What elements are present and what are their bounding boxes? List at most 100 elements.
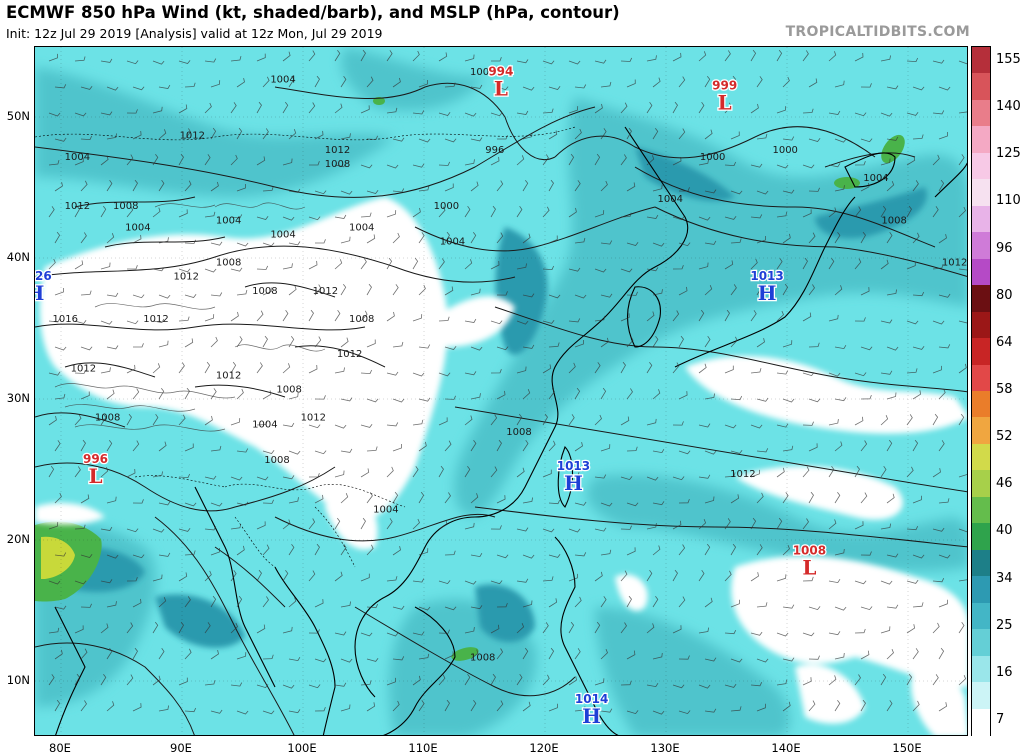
wind-barb [522, 600, 533, 608]
wind-barb [464, 54, 475, 62]
wind-barb [932, 264, 944, 270]
wind-barb [386, 466, 394, 478]
isobar-label: 1012 [337, 349, 362, 360]
wind-barb [340, 190, 353, 195]
wind-barb [230, 523, 242, 530]
wind-barb [444, 440, 452, 452]
wind-barb [158, 552, 171, 557]
wind-barb [672, 476, 685, 481]
wind-barb [314, 494, 324, 504]
wind-barb [152, 318, 165, 323]
wind-barb [74, 320, 87, 324]
colorbar-segment [972, 602, 990, 630]
wind-barb [594, 210, 605, 218]
wind-barb [464, 371, 477, 376]
wind-barb [808, 443, 818, 452]
wind-barb [542, 320, 555, 324]
wind-barb [236, 501, 249, 506]
wind-barb [672, 362, 680, 374]
wind-barb [542, 469, 552, 478]
wind-barb [516, 205, 523, 218]
wind-barb [600, 180, 608, 192]
wind-barb [542, 60, 555, 65]
wind-barb [438, 112, 451, 116]
colorbar-segment [972, 391, 990, 419]
wind-barb [834, 231, 841, 244]
wind-barb [958, 206, 966, 218]
wind-barb [756, 658, 769, 663]
wind-barb [938, 599, 948, 608]
wind-barb [158, 294, 171, 299]
wind-barb [74, 369, 87, 374]
isobar-label: 1012 [942, 258, 967, 269]
wind-barb [958, 579, 967, 582]
colorbar-label: 125 [996, 146, 1021, 162]
isobar-label: 1008 [264, 455, 289, 466]
colorbar-label: 96 [996, 240, 1013, 256]
wind-barb [600, 502, 613, 507]
wind-barb [854, 580, 867, 585]
wind-barb [340, 704, 351, 712]
wind-barb [392, 398, 405, 403]
wind-barb [158, 705, 169, 712]
wind-barb [698, 569, 705, 582]
wind-barb [782, 492, 789, 504]
wind-barb [854, 161, 866, 166]
wind-barb [730, 75, 736, 88]
wind-barb [132, 179, 138, 192]
wind-barb [132, 234, 142, 244]
wind-barb [516, 623, 525, 634]
wind-barb [256, 156, 266, 166]
wind-barb [776, 574, 787, 582]
wind-barb [828, 465, 835, 478]
wind-barb [912, 134, 924, 140]
wind-barb [48, 465, 55, 478]
colorbar-label: 64 [996, 334, 1013, 350]
wind-barb [802, 576, 814, 582]
wind-barb [490, 205, 496, 218]
wind-barb [646, 267, 659, 272]
wind-barb [282, 626, 293, 634]
isobar-label: 1008 [881, 215, 906, 226]
wind-barb [516, 263, 527, 270]
wind-barb [652, 389, 661, 400]
wind-barb [256, 420, 268, 426]
wind-barb [282, 363, 291, 374]
wind-barb [412, 257, 419, 270]
wind-barb [724, 424, 737, 429]
wind-barb [126, 320, 139, 325]
wind-barb [418, 548, 429, 556]
lat-label-20n: 20N [6, 532, 30, 546]
wind-barb [756, 544, 763, 556]
wind-barb [256, 569, 262, 582]
wind-barb [574, 706, 586, 712]
wind-barb [834, 285, 843, 296]
wind-barb [288, 392, 299, 400]
wind-barb [210, 547, 220, 556]
wind-barb [542, 154, 549, 166]
colorbar-segment [972, 47, 990, 75]
wind-barb [334, 470, 345, 478]
wind-barb [594, 268, 607, 273]
wind-barb [418, 441, 427, 452]
wind-barb [958, 363, 967, 374]
wind-barb [496, 232, 504, 244]
wind-barb [646, 155, 655, 166]
wind-barb [834, 441, 843, 452]
isobar-label: 1000 [700, 152, 725, 163]
wind-barb [230, 476, 243, 481]
wind-barb [860, 182, 870, 192]
colorbar-segment [972, 443, 990, 471]
lat-label-40n: 40N [6, 250, 30, 264]
wind-barb [860, 394, 872, 400]
wind-barb [782, 657, 795, 662]
wind-barb [178, 268, 191, 273]
wind-barb [932, 206, 939, 218]
wind-barb [418, 606, 431, 611]
wind-barb [522, 701, 531, 712]
colorbar-label: 34 [996, 570, 1013, 586]
wind-barb [308, 216, 321, 221]
wind-barb [100, 579, 113, 584]
wind-barb [750, 49, 757, 62]
